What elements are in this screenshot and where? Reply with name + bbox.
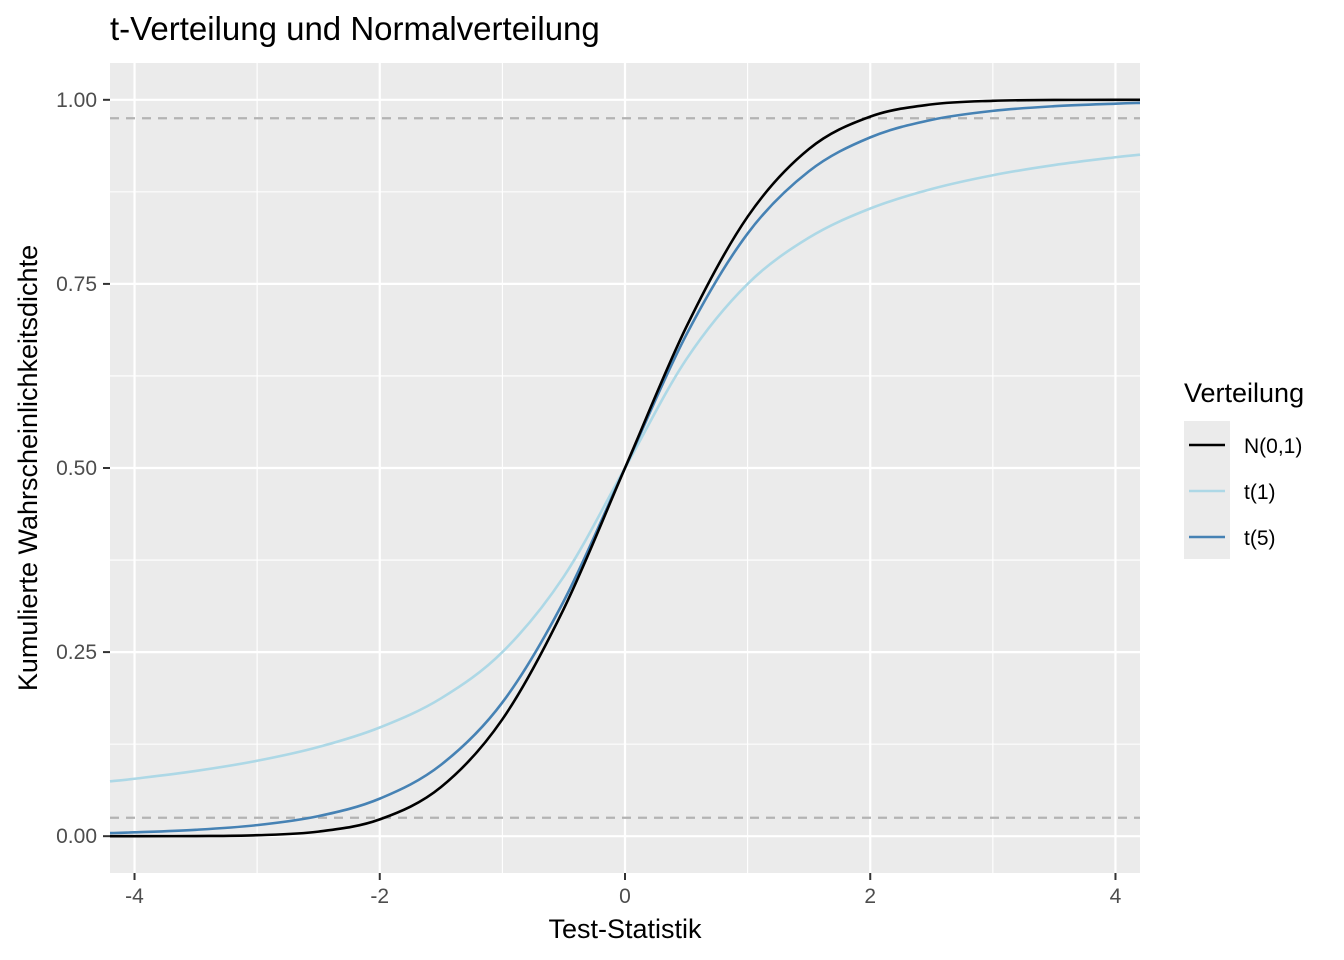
legend-label-2: t(1) (1244, 481, 1276, 504)
legend-label-1: N(0,1) (1244, 435, 1302, 458)
x-tick-label: -2 (370, 885, 389, 908)
x-axis: -4 -2 0 2 4 (125, 873, 1122, 908)
x-tick-label: 0 (619, 885, 631, 908)
legend-title: Verteilung (1184, 378, 1304, 408)
y-tick-label: 0.00 (56, 825, 97, 848)
series-lines (109, 98, 1141, 838)
legend-items: N(0,1) t(1) t(5) (1189, 435, 1302, 550)
y-axis-title: Kumulierte Wahrscheinlichkeitsdichte (13, 245, 43, 691)
series-line-n-0-1 (109, 98, 1141, 838)
y-tick-label: 0.75 (56, 273, 97, 296)
legend-label-3: t(5) (1244, 527, 1276, 550)
y-axis: 0.00 0.25 0.50 0.75 1.00 (56, 89, 110, 848)
x-axis-title: Test-Statistik (548, 914, 702, 944)
reference-lines (110, 117, 1140, 819)
x-tick-label: 4 (1110, 885, 1122, 908)
x-tick-label: -4 (125, 885, 144, 908)
chart-title: t-Verteilung und Normalverteilung (110, 10, 600, 47)
y-tick-label: 0.50 (56, 457, 97, 480)
y-tick-label: 0.25 (56, 641, 97, 664)
y-tick-label: 1.00 (56, 89, 97, 112)
x-tick-label: 2 (864, 885, 876, 908)
legend: Verteilung N(0,1) t(1) t(5) (1184, 378, 1304, 559)
